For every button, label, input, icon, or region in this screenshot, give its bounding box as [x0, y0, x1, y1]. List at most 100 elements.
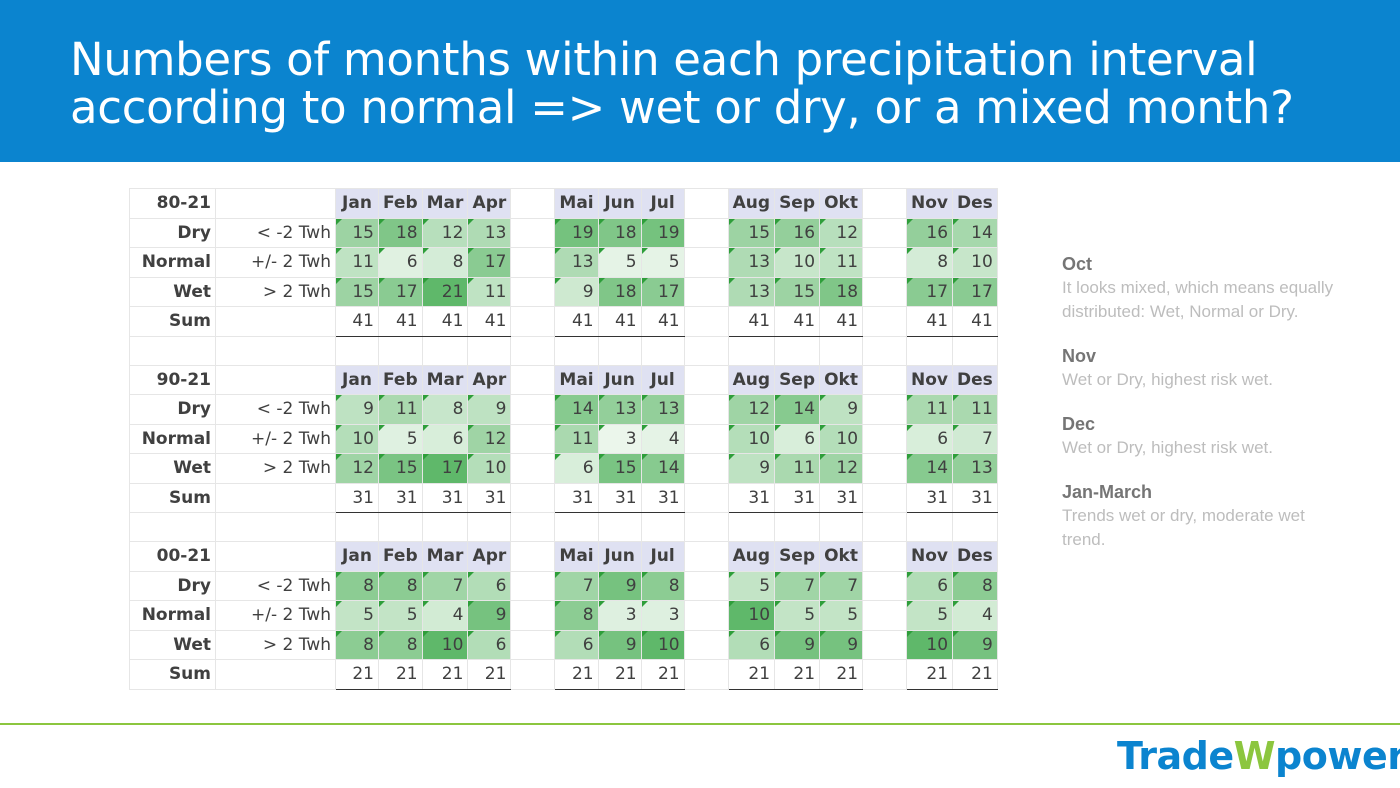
range-label: > 2 Twh — [215, 453, 336, 484]
empty-cell — [215, 188, 336, 219]
spacer-cell — [683, 247, 729, 278]
month-header: Mar — [421, 188, 469, 219]
value-cell: 8 — [554, 600, 599, 631]
month-header: Jun — [597, 188, 642, 219]
sum-cell: 31 — [952, 482, 998, 513]
spacer-cell — [215, 512, 336, 542]
value-cell: 6 — [727, 629, 776, 660]
spacer-cell — [510, 306, 556, 337]
sum-cell: 41 — [467, 306, 512, 337]
value-cell: 12 — [335, 453, 379, 484]
table-header-row: 00-21 Jan Feb Mar Apr Mai Jun Jul Aug Sep Okt Nov De… — [129, 541, 998, 572]
value-cell: 15 — [335, 276, 379, 307]
value-cell: 9 — [952, 629, 998, 660]
value-cell: 9 — [727, 453, 776, 484]
spacer-cell — [683, 600, 729, 631]
spacer-cell — [862, 423, 908, 454]
note-oct: Oct It looks mixed, which means equally … — [1062, 252, 1352, 324]
spacer-cell — [510, 217, 556, 248]
spacer-cell — [467, 335, 512, 366]
value-cell: 12 — [819, 217, 864, 248]
empty-cell — [215, 541, 336, 572]
sum-cell: 31 — [774, 482, 821, 513]
note-body: Wet or Dry, highest risk wet. — [1062, 438, 1273, 457]
spacer-cell — [819, 335, 864, 366]
value-cell: 5 — [819, 600, 864, 631]
value-cell: 8 — [906, 247, 954, 278]
value-cell: 15 — [727, 217, 776, 248]
value-cell: 6 — [467, 570, 512, 601]
row-label: Sum — [129, 659, 216, 690]
month-header: Mar — [421, 364, 469, 395]
spacer-cell — [640, 512, 685, 542]
block-spacer-row — [129, 335, 998, 366]
value-cell: 13 — [952, 453, 998, 484]
value-cell: 11 — [819, 247, 864, 278]
value-cell: 9 — [774, 629, 821, 660]
value-cell: 10 — [421, 629, 469, 660]
precipitation-table: 80-21 Jan Feb Mar Apr Mai Jun Jul Aug Sep Okt Nov De… — [129, 188, 998, 690]
value-cell: 10 — [819, 423, 864, 454]
sum-cell: 31 — [906, 482, 954, 513]
month-header: Jan — [335, 364, 379, 395]
value-cell: 9 — [467, 394, 512, 425]
value-cell: 5 — [727, 570, 776, 601]
spacer-cell — [683, 570, 729, 601]
spacer-cell — [129, 512, 216, 542]
value-cell: 9 — [819, 394, 864, 425]
value-cell: 4 — [640, 423, 685, 454]
footer-divider — [0, 723, 1400, 725]
sum-cell: 21 — [640, 659, 685, 690]
spacer-cell — [597, 512, 642, 542]
spacer-cell — [683, 659, 729, 690]
spacer-cell — [862, 629, 908, 660]
value-cell: 10 — [640, 629, 685, 660]
value-cell: 13 — [727, 276, 776, 307]
spacer-cell — [215, 335, 336, 366]
value-cell: 19 — [640, 217, 685, 248]
range-label: > 2 Twh — [215, 629, 336, 660]
value-cell: 21 — [421, 276, 469, 307]
spacer-cell — [510, 247, 556, 278]
value-cell: 11 — [774, 453, 821, 484]
month-header: Aug — [727, 364, 776, 395]
spacer-cell — [129, 335, 216, 366]
spacer-cell — [683, 482, 729, 513]
spacer-cell — [862, 364, 908, 395]
tradewpower-logo: TradeWpower — [1117, 734, 1400, 778]
value-cell: 9 — [554, 276, 599, 307]
note-body: Trends wet or dry, moderate wet trend. — [1062, 506, 1305, 549]
value-cell: 3 — [597, 423, 642, 454]
logo-w-mark: W — [1233, 734, 1276, 778]
range-label: > 2 Twh — [215, 276, 336, 307]
value-cell: 6 — [906, 423, 954, 454]
value-cell: 12 — [727, 394, 776, 425]
sum-cell: 21 — [597, 659, 642, 690]
sum-cell: 41 — [335, 306, 379, 337]
slide-title: Numbers of months within each precipitat… — [70, 36, 1400, 132]
month-header: Jul — [640, 188, 685, 219]
value-cell: 15 — [597, 453, 642, 484]
value-cell: 15 — [774, 276, 821, 307]
spacer-cell — [510, 188, 556, 219]
value-cell: 17 — [421, 453, 469, 484]
row-label: Sum — [129, 306, 216, 337]
empty-cell — [215, 482, 336, 513]
empty-cell — [215, 659, 336, 690]
sum-cell: 41 — [952, 306, 998, 337]
spacer-cell — [683, 512, 729, 542]
month-header: Des — [952, 541, 998, 572]
value-cell: 13 — [640, 394, 685, 425]
month-header: Feb — [378, 188, 423, 219]
spacer-cell — [727, 335, 776, 366]
logo-text-power: power — [1275, 734, 1400, 778]
table-row-dry: Dry < -2 Twh 8 8 7 6 7 9 8 5 7 7 6 8 — [129, 570, 998, 601]
table-row-dry: Dry < -2 Twh 15 18 12 13 19 18 19 15 16 12 16 14 — [129, 217, 998, 248]
value-cell: 10 — [774, 247, 821, 278]
spacer-cell — [421, 335, 469, 366]
value-cell: 8 — [952, 570, 998, 601]
value-cell: 11 — [554, 423, 599, 454]
spacer-cell — [335, 512, 379, 542]
value-cell: 13 — [554, 247, 599, 278]
sum-cell: 41 — [421, 306, 469, 337]
